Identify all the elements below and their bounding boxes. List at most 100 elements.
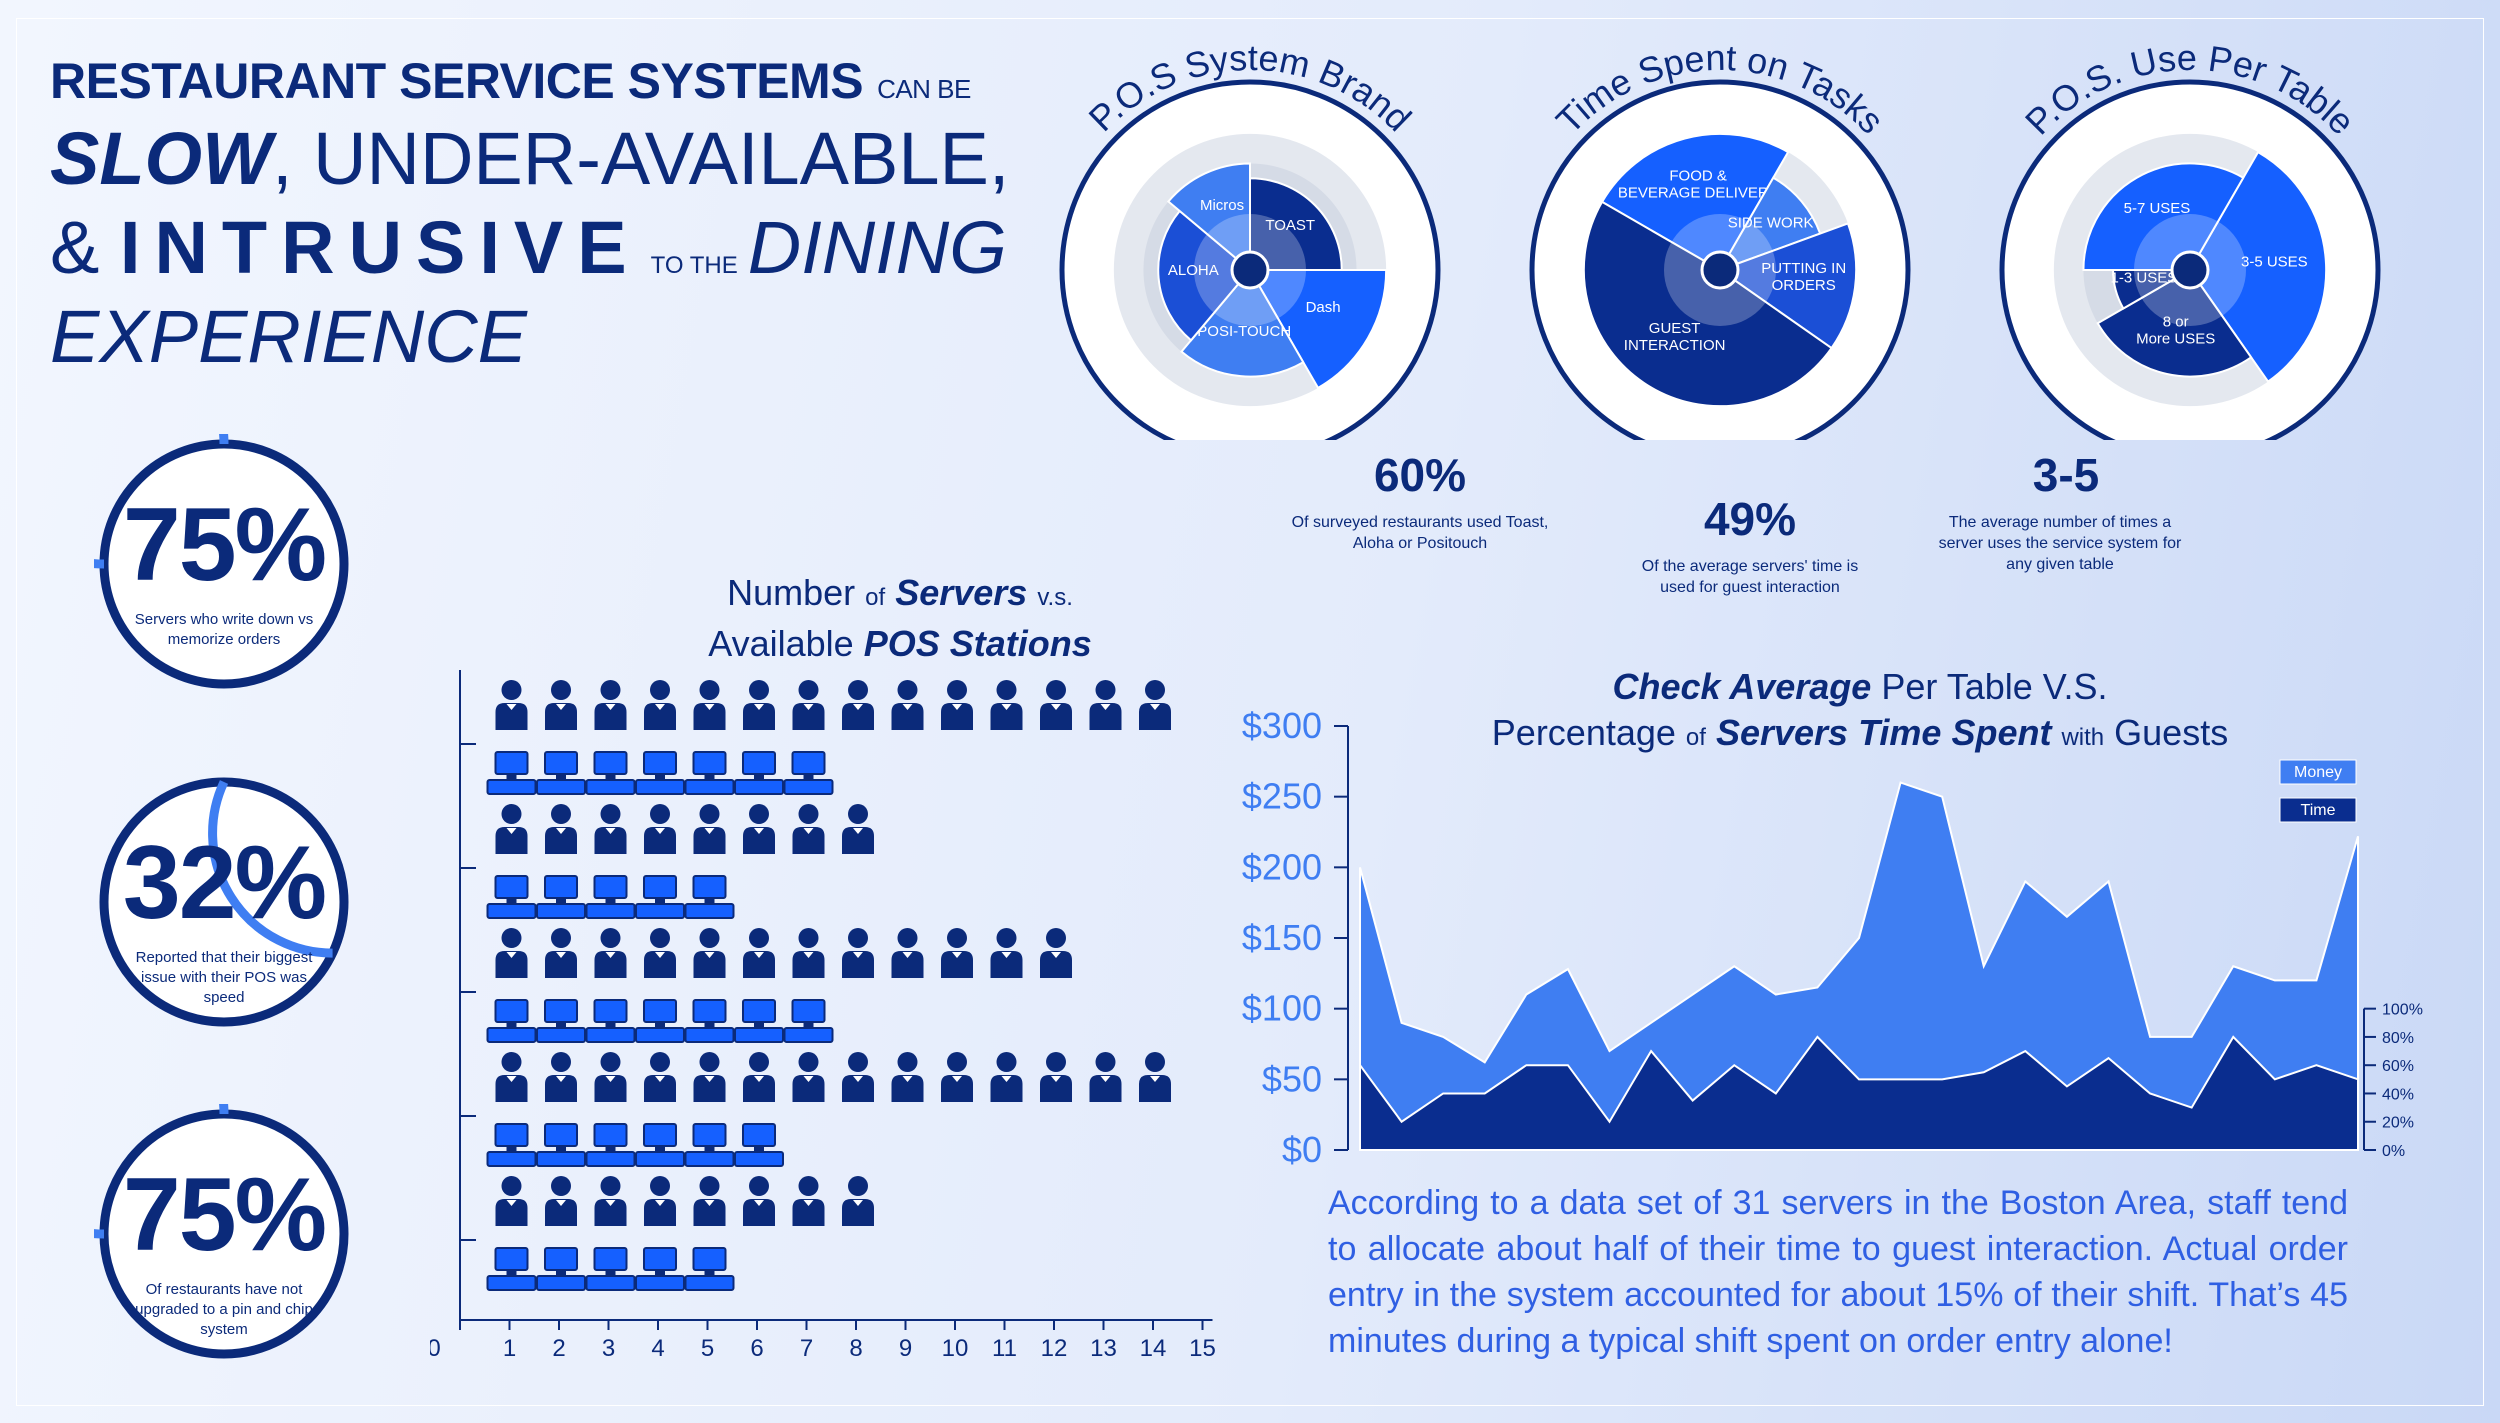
server-collar (1150, 1076, 1160, 1082)
donut-slice-label-line: Dash (1306, 299, 1341, 316)
donut-slice (1717, 222, 1858, 350)
server-icon (1089, 1052, 1122, 1102)
donut-slice-label-line: TOAST (1265, 217, 1315, 234)
server-body (545, 703, 577, 730)
server-head (650, 928, 670, 948)
pos-station-icon (486, 999, 537, 1043)
pos-stand (605, 1022, 616, 1028)
pos-stand (506, 1146, 517, 1152)
server-body (545, 951, 577, 978)
pos-stand (655, 1146, 665, 1152)
server-collar (754, 828, 764, 834)
server-collar (556, 1200, 566, 1206)
server-icon (545, 1052, 577, 1102)
x-tick-label: 12 (1041, 1335, 1068, 1362)
y2-tick-label: 0% (2382, 1143, 2405, 1160)
donut-slice-label: 3-5 USES (2241, 253, 2308, 270)
server-icon (842, 928, 874, 978)
server-collar (1001, 1076, 1012, 1082)
donut-slice-label-line: POSI-TOUCH (1197, 323, 1291, 340)
pos-base (585, 1151, 636, 1167)
donut-slice-label-line: 1-3 USES (2111, 269, 2178, 286)
pos-base (684, 1151, 735, 1167)
server-head (600, 804, 621, 824)
donut-slice-label: Micros (1200, 197, 1244, 214)
server-head (600, 1052, 621, 1072)
pos-stand (754, 774, 764, 780)
pos-station-icon (536, 875, 586, 919)
server-head (848, 680, 868, 700)
server-icon (594, 680, 627, 730)
server-collar (1051, 704, 1061, 710)
server-head (1145, 1052, 1165, 1072)
pos-stand (506, 774, 517, 780)
pos-base (684, 1027, 735, 1043)
server-icon (792, 804, 825, 854)
server-collar (655, 1076, 665, 1082)
donut-3-caption: The average number of times a server use… (1938, 514, 2182, 573)
server-collar (605, 952, 616, 958)
server-head (650, 1176, 670, 1196)
pos-screen (643, 1123, 677, 1147)
server-head (551, 804, 571, 824)
server-icon (644, 804, 676, 854)
pos-stand (704, 898, 715, 904)
server-head (551, 1052, 571, 1072)
x-tick-label: 9 (899, 1335, 912, 1362)
y2-tick-label: 20% (2382, 1115, 2414, 1132)
pos-station-icon (635, 751, 685, 795)
server-icon (743, 1052, 775, 1102)
server-body (693, 703, 726, 730)
pos-stand (556, 1022, 566, 1028)
servers-title-part: Number (727, 572, 856, 613)
pos-stand (556, 898, 566, 904)
server-icon (594, 804, 627, 854)
server-body (495, 703, 528, 730)
pos-station-icon (684, 1123, 735, 1167)
server-head (501, 680, 522, 700)
pos-station-icon (585, 1123, 636, 1167)
pos-screen (692, 1247, 727, 1271)
server-collar (803, 1200, 814, 1206)
pos-base (585, 779, 636, 795)
x-tick-label: 13 (1090, 1335, 1117, 1362)
pos-stand (655, 1270, 665, 1276)
server-icon (545, 1176, 577, 1226)
y-tick-label: $50 (1262, 1058, 1322, 1099)
server-collar (506, 1200, 517, 1206)
pos-screen (593, 1123, 628, 1147)
pos-base (585, 1027, 636, 1043)
server-body (1139, 703, 1171, 730)
pos-screen (494, 1247, 529, 1271)
server-body (792, 827, 825, 854)
server-body (594, 1075, 627, 1102)
donut-slice (2188, 150, 2328, 383)
server-icon (941, 1052, 973, 1102)
pos-base (734, 1151, 784, 1167)
pos-station-icon (635, 875, 685, 919)
server-body (842, 1075, 874, 1102)
server-body (594, 827, 627, 854)
server-head (798, 680, 819, 700)
pos-base (585, 1275, 636, 1291)
server-collar (754, 952, 764, 958)
pos-stand (556, 1146, 566, 1152)
donut-slice-label: PUTTING IN ORDERS (1761, 260, 1846, 294)
x-tick-label: 7 (800, 1335, 813, 1362)
server-head (798, 1052, 819, 1072)
server-body (545, 1075, 577, 1102)
server-icon (545, 680, 577, 730)
y2-tick-label: 80% (2382, 1030, 2414, 1047)
headline-to-the: TO THE (650, 252, 738, 279)
pos-stand (803, 1022, 814, 1028)
pos-screen (643, 875, 677, 899)
pos-base (486, 903, 537, 919)
server-head (600, 1176, 621, 1196)
server-icon (545, 928, 577, 978)
donut-slice (1166, 162, 1251, 273)
pos-station-icon (585, 751, 636, 795)
server-body (495, 951, 528, 978)
pos-base (635, 1027, 685, 1043)
